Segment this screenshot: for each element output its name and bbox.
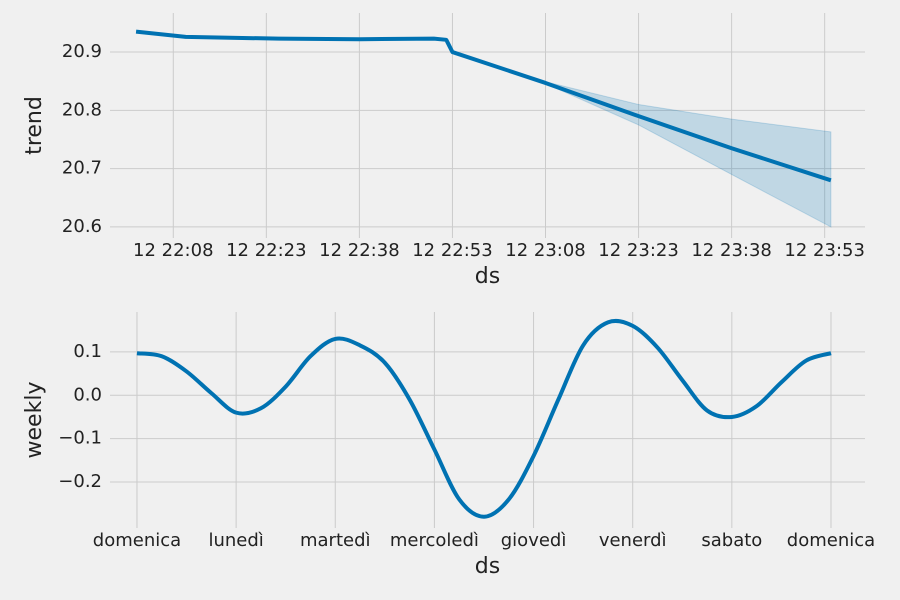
x-axis-label: ds (475, 264, 500, 289)
y-tick-label: −0.1 (58, 428, 102, 449)
y-axis-label: weekly (22, 382, 47, 459)
y-tick-label: −0.2 (58, 471, 102, 492)
x-tick-label: martedì (300, 530, 371, 551)
y-tick-label: 20.8 (62, 99, 102, 120)
x-tick-label: domenica (787, 530, 875, 551)
x-tick-label: 12 22:53 (412, 240, 493, 261)
x-tick-label: lunedì (208, 530, 263, 551)
x-tick-label: 12 22:38 (319, 240, 400, 261)
y-tick-label: 20.7 (62, 158, 102, 179)
x-tick-label: sabato (701, 530, 762, 551)
uncertainty-band (545, 81, 832, 228)
x-tick-label: 12 23:08 (505, 240, 586, 261)
y-tick-label: 0.0 (73, 384, 102, 405)
x-tick-label: giovedì (501, 530, 567, 551)
x-tick-label: 12 23:38 (691, 240, 772, 261)
x-tick-label: domenica (93, 530, 181, 551)
y-tick-label: 20.6 (62, 216, 102, 237)
x-tick-label: 12 22:08 (133, 240, 214, 261)
y-axis-label: trend (22, 96, 47, 155)
x-tick-label: mercoledì (390, 530, 479, 551)
x-tick-label: 12 23:23 (598, 240, 679, 261)
y-tick-label: 20.9 (62, 41, 102, 62)
x-tick-label: venerdì (599, 530, 667, 551)
x-tick-label: 12 22:23 (226, 240, 307, 261)
x-axis-label: ds (475, 554, 500, 579)
line (136, 318, 832, 519)
x-tick-label: 12 23:53 (784, 240, 865, 261)
line (135, 29, 832, 183)
y-tick-label: 0.1 (73, 341, 102, 362)
